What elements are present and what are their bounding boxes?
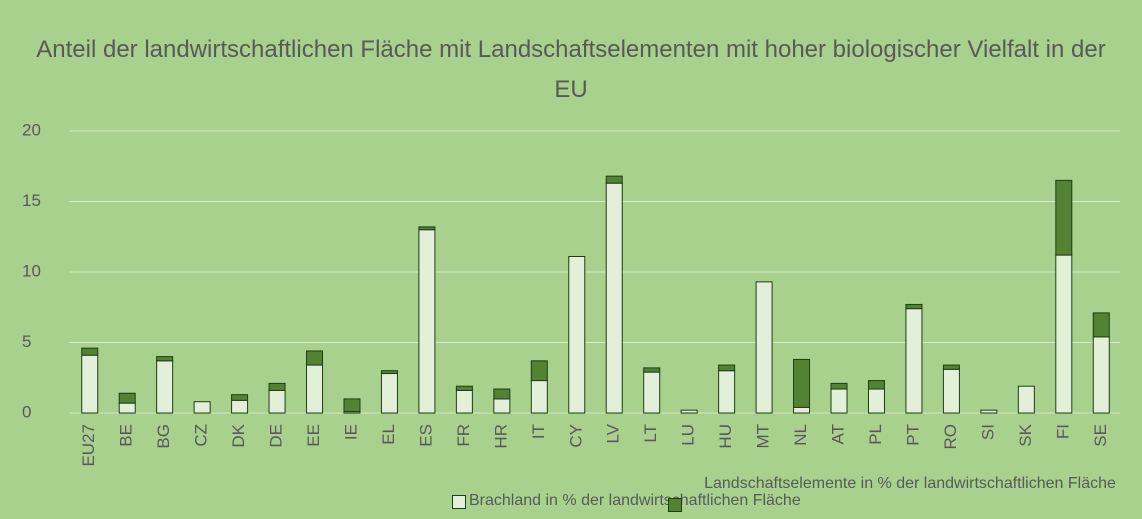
bar-segment: [81, 354, 99, 414]
y-tick-label: 15: [22, 191, 41, 210]
bar-segment: [418, 226, 436, 231]
x-tick-label: IT: [529, 424, 548, 439]
legend-item: Landschaftselemente in % der landwirtsch…: [668, 474, 1138, 512]
y-tick-label: 5: [22, 332, 31, 351]
bar-segment: [193, 401, 211, 414]
bar-segment: [455, 385, 473, 391]
y-tick-label: 0: [22, 402, 31, 421]
x-tick-label: CZ: [192, 424, 211, 447]
bar-segment: [942, 368, 960, 414]
bar-segment: [493, 398, 511, 414]
bar-segment: [718, 364, 736, 372]
bar-segment: [793, 358, 811, 408]
x-tick-label: SI: [978, 424, 997, 440]
x-tick-label: DK: [229, 423, 248, 447]
bar-segment: [81, 347, 99, 356]
x-tick-label: HR: [491, 424, 510, 449]
x-tick-label: DE: [267, 424, 286, 448]
bar-segment: [1017, 385, 1035, 414]
bar-segment: [867, 380, 885, 390]
bar-segment: [156, 356, 174, 362]
x-tick-label: PL: [866, 424, 885, 445]
bar-segment: [867, 388, 885, 414]
bar-segment: [793, 406, 811, 414]
x-tick-label: SK: [1016, 423, 1035, 446]
x-tick-label: IE: [341, 424, 360, 440]
bar-segment: [1055, 254, 1073, 414]
bar-segment: [1055, 179, 1073, 256]
y-tick-label: 10: [22, 261, 41, 280]
x-tick-label: CY: [566, 424, 585, 448]
bar-segment: [568, 255, 586, 414]
x-tick-label: ES: [416, 424, 435, 447]
x-tick-label: MT: [754, 424, 773, 449]
bar-segment: [455, 389, 473, 414]
bar-segment: [605, 175, 623, 184]
bar-segment: [118, 392, 136, 404]
x-tick-label: FR: [454, 424, 473, 447]
legend-label: Landschaftselemente in % der landwirtsch…: [704, 475, 1116, 492]
bar-segment: [156, 360, 174, 414]
bar-segment: [380, 373, 398, 414]
bar-segment: [980, 409, 998, 414]
x-tick-label: LT: [641, 424, 660, 443]
x-tick-label: HU: [716, 424, 735, 449]
bar-segment: [905, 303, 923, 310]
bar-segment: [343, 398, 361, 413]
bar-segment: [418, 229, 436, 414]
x-tick-label: SE: [1091, 424, 1110, 447]
x-tick-label: RO: [941, 424, 960, 450]
legend-item: Brachland in % der landwirtschaftlichen …: [452, 491, 801, 511]
bar-segment: [905, 308, 923, 414]
bar-segment: [942, 364, 960, 370]
bar-segment: [605, 182, 623, 414]
bar-segment: [268, 389, 286, 414]
x-tick-label: FI: [1053, 424, 1072, 439]
x-tick-label: EL: [379, 424, 398, 445]
x-tick-label: EU27: [79, 424, 98, 467]
x-tick-label: PT: [903, 424, 922, 446]
x-tick-label: NL: [791, 424, 810, 446]
bar-segment: [1092, 336, 1110, 414]
bar-segment: [493, 388, 511, 400]
bar-segment: [830, 388, 848, 414]
bar-segment: [1092, 312, 1110, 338]
x-tick-label: EE: [304, 424, 323, 447]
bar-segment: [830, 382, 848, 390]
bar-segment: [118, 402, 136, 414]
bar-segment: [306, 364, 324, 414]
x-tick-label: LV: [604, 423, 623, 443]
legend-label: Brachland in % der landwirtschaftlichen …: [469, 492, 801, 509]
y-tick-label: 20: [22, 120, 41, 139]
x-tick-label: LU: [679, 424, 698, 446]
legend-swatch: [452, 495, 466, 509]
bar-segment: [231, 394, 249, 401]
bar-segment: [306, 350, 324, 366]
bar-segment: [380, 370, 398, 375]
x-tick-label: BE: [117, 424, 136, 447]
bar-segment: [231, 399, 249, 414]
bar-segment: [268, 382, 286, 391]
bar-segment: [680, 409, 698, 414]
bar-segment: [530, 380, 548, 414]
bar-segment: [718, 370, 736, 414]
x-tick-label: BG: [154, 424, 173, 449]
bar-segment: [755, 281, 773, 414]
bar-segment: [530, 360, 548, 382]
legend-swatch: [668, 498, 682, 512]
x-tick-label: AT: [829, 424, 848, 444]
bar-segment: [643, 367, 661, 373]
chart-title: Anteil der landwirtschaftlichen Fläche m…: [36, 36, 1106, 103]
bar-segment: [643, 371, 661, 414]
